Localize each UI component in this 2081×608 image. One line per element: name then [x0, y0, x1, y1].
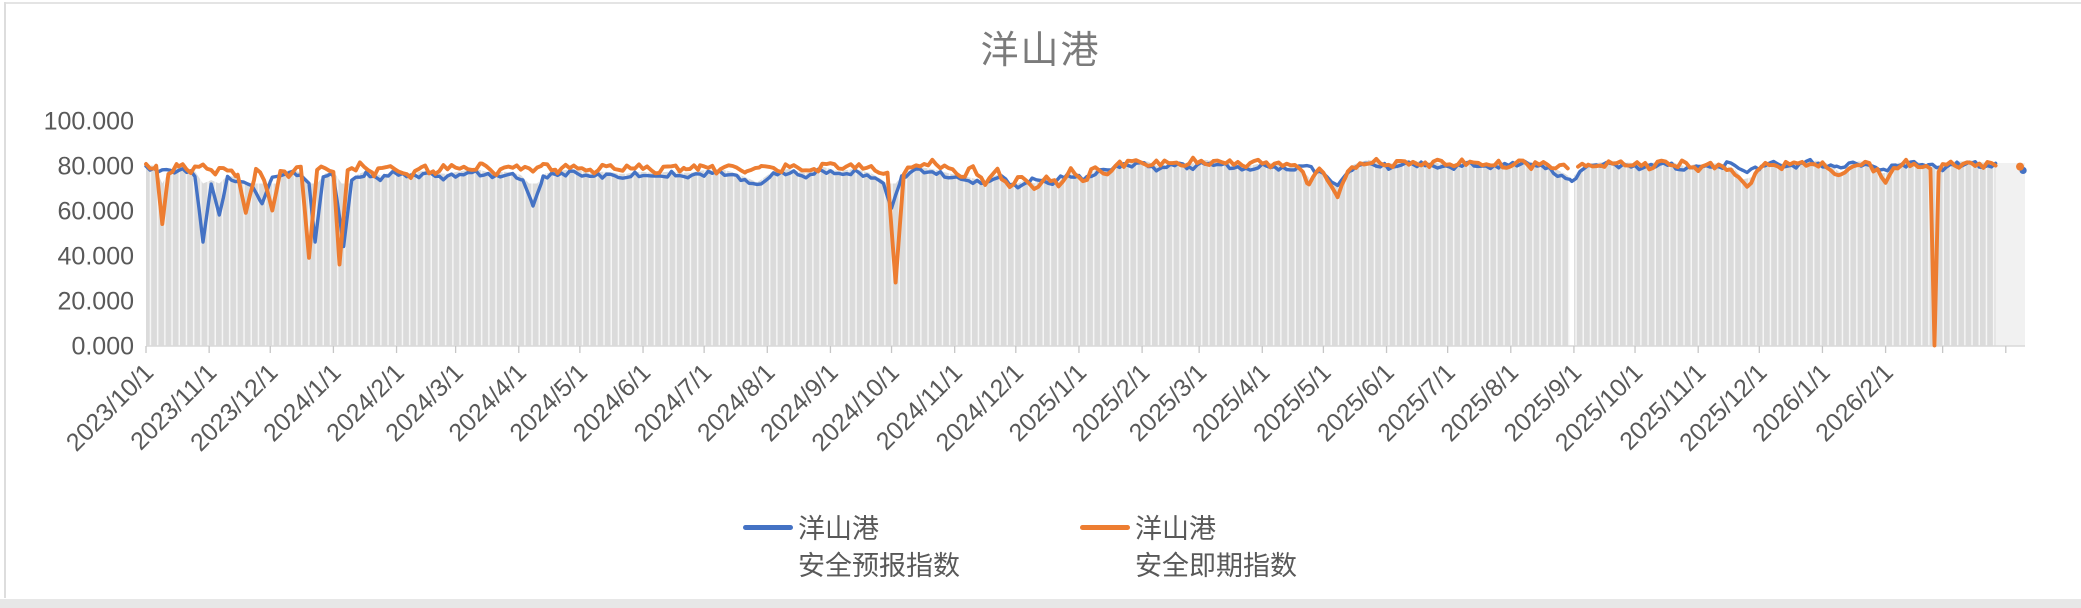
x-axis-labels: 2023/10/12023/11/12023/12/12024/1/12024/…: [61, 358, 1899, 456]
y-axis-labels: 0.000 20.000 40.000 60.000 80.000 100.000: [44, 108, 134, 361]
legend-label-forecast-line2: 安全预报指数: [798, 551, 960, 581]
legend-label-spot-line1: 洋山港: [1135, 514, 1216, 544]
x-axis-ticks: [145, 346, 2007, 353]
data-gap-band: [1569, 148, 1575, 346]
y-axis-label: 0.000: [71, 333, 134, 361]
series-endpoint-dot-spot-index: [2016, 162, 2025, 171]
legend-label-spot: 洋山港 安全即期指数: [1135, 511, 1297, 585]
series-line-spot-index: [144, 155, 1998, 348]
y-axis-label: 80.000: [58, 153, 134, 181]
legend-label-spot-line2: 安全即期指数: [1135, 551, 1297, 581]
top-border-line: [4, 2, 2081, 4]
y-axis-label: 60.000: [58, 198, 134, 226]
legend-item-forecast-index: 洋山港 安全预报指数: [743, 511, 960, 585]
legend-line-sample-forecast: [743, 525, 793, 530]
legend-item-spot-index: 洋山港 安全即期指数: [1080, 511, 1297, 585]
left-border-line: [4, 2, 6, 598]
plot-area-right-segment: [1995, 163, 2025, 346]
y-axis-label: 100.000: [44, 108, 134, 136]
legend-label-forecast: 洋山港 安全预报指数: [798, 511, 960, 585]
series-line-forecast-index: [144, 157, 1998, 249]
bottom-edge-strip: [0, 599, 2081, 608]
plot-area-fill: [146, 159, 1996, 346]
legend-line-sample-spot: [1080, 525, 1130, 530]
y-axis-label: 40.000: [58, 243, 134, 271]
legend-label-forecast-line1: 洋山港: [798, 514, 879, 544]
chart-title: 洋山港: [980, 30, 1101, 72]
y-axis-label: 20.000: [58, 288, 134, 316]
